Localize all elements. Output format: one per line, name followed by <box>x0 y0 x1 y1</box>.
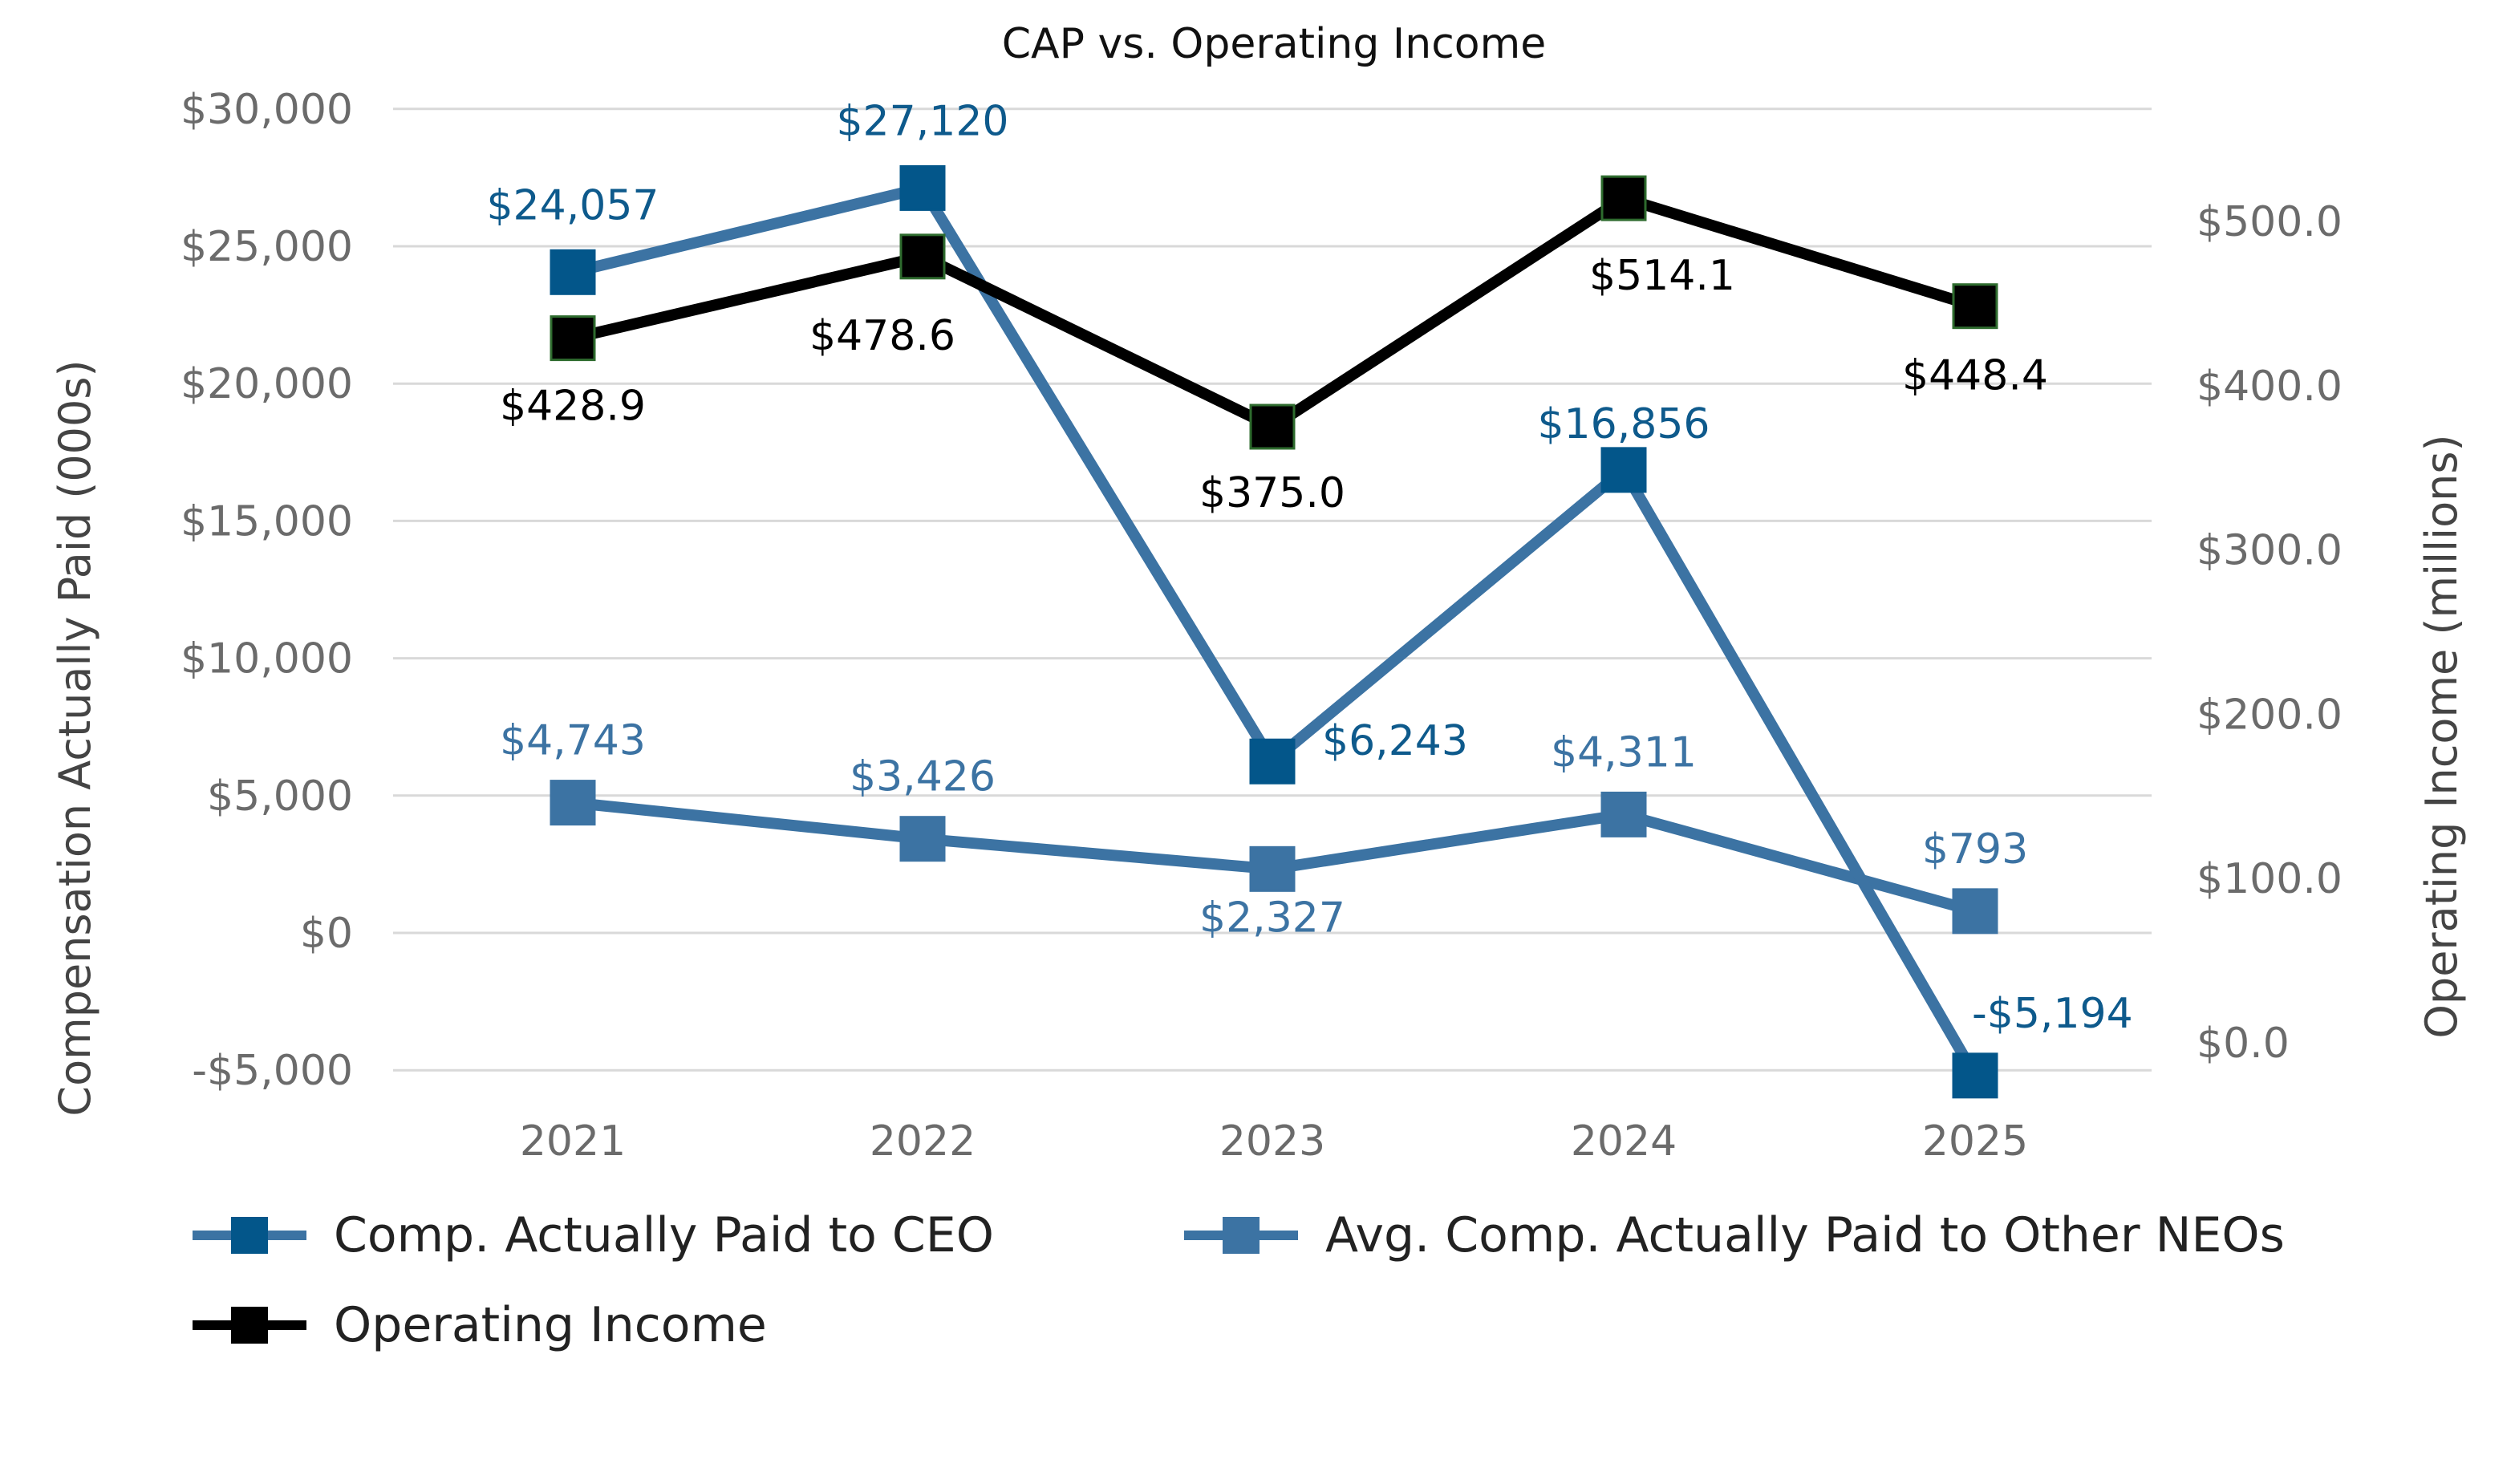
left-tick-label: -$5,000 <box>192 1047 353 1095</box>
left-tick-label: $20,000 <box>181 360 353 408</box>
right-tick-label: $300.0 <box>2197 527 2343 575</box>
left-tick-label: $25,000 <box>181 223 353 271</box>
data-label-other-neos: $793 <box>1922 825 2028 874</box>
data-label-ceo: $27,120 <box>836 97 1008 145</box>
right-tick-label: $400.0 <box>2197 363 2343 411</box>
legend-label-ceo: Comp. Actually Paid to CEO <box>334 1207 994 1263</box>
legend-item-ceo[interactable]: Comp. Actually Paid to CEO <box>193 1207 994 1263</box>
data-label-operating-income: $448.4 <box>1902 352 2048 400</box>
x-tick-label: 2025 <box>1922 1117 2028 1166</box>
series-layer <box>550 164 1998 1099</box>
data-label-other-neos: $4,743 <box>500 717 646 765</box>
data-label-ceo: $6,243 <box>1322 717 1468 765</box>
data-labels-layer: $4,743 $3,426 $2,327 $4,311 $793 $24,057 $27,1… <box>486 97 2132 1037</box>
data-label-operating-income: $478.6 <box>809 312 955 360</box>
left-tick-label: $10,000 <box>181 635 353 683</box>
data-label-ceo: $16,856 <box>1537 400 1710 448</box>
x-tick-label: 2022 <box>870 1117 976 1166</box>
marker-other-neos[interactable] <box>1600 791 1647 837</box>
right-tick-label: $200.0 <box>2197 691 2343 739</box>
left-axis-title: Compensation Actually Paid (000s) <box>50 359 100 1116</box>
marker-other-neos[interactable] <box>899 816 946 862</box>
data-label-operating-income: $428.9 <box>500 383 646 431</box>
marker-ceo[interactable] <box>1600 447 1647 493</box>
legend-label-operating-income: Operating Income <box>334 1297 767 1353</box>
legend-swatch-marker <box>231 1217 268 1254</box>
x-tick-label: 2023 <box>1219 1117 1325 1166</box>
left-tick-label: $0 <box>300 910 353 958</box>
data-label-other-neos: $4,311 <box>1551 728 1697 776</box>
x-tick-label: 2021 <box>520 1117 626 1166</box>
marker-ceo[interactable] <box>1952 1052 1998 1099</box>
series-ceo <box>550 164 1998 1099</box>
data-label-other-neos: $2,327 <box>1199 894 1345 942</box>
series-line-ceo <box>571 182 1981 1079</box>
legend: Comp. Actually Paid to CEO Avg. Comp. Ac… <box>193 1207 2285 1353</box>
data-label-other-neos: $3,426 <box>850 753 996 801</box>
data-label-operating-income: $514.1 <box>1589 252 1735 300</box>
data-label-ceo: $24,057 <box>486 181 659 229</box>
right-axis-title: Operating Income (millions) <box>2416 434 2467 1038</box>
marker-other-neos[interactable] <box>1952 888 1998 935</box>
marker-other-neos[interactable] <box>550 780 596 826</box>
marker-ceo[interactable] <box>550 249 596 295</box>
left-axis-ticks: $30,000 $25,000 $20,000 $15,000 $10,000 $5,00… <box>181 86 353 1095</box>
series-other-neos <box>550 780 1998 935</box>
left-tick-label: $30,000 <box>181 86 353 134</box>
marker-operating-income[interactable] <box>1249 403 1296 450</box>
data-label-operating-income: $375.0 <box>1199 469 1345 517</box>
x-axis-ticks: 2021 2022 2023 2024 2025 <box>520 1117 2028 1166</box>
marker-operating-income[interactable] <box>1952 283 1998 330</box>
marker-other-neos[interactable] <box>1249 845 1296 892</box>
marker-operating-income[interactable] <box>1600 175 1647 221</box>
marker-ceo[interactable] <box>1249 738 1296 785</box>
marker-ceo[interactable] <box>899 164 946 211</box>
data-label-ceo: -$5,194 <box>1972 990 2133 1038</box>
series-operating-income <box>550 175 1998 450</box>
left-tick-label: $15,000 <box>181 497 353 545</box>
left-tick-label: $5,000 <box>207 772 353 821</box>
legend-item-operating-income[interactable]: Operating Income <box>193 1297 767 1353</box>
x-tick-label: 2024 <box>1571 1117 1677 1166</box>
right-tick-label: $500.0 <box>2197 198 2343 246</box>
right-axis-ticks: $500.0 $400.0 $300.0 $200.0 $100.0 $0.0 <box>2197 198 2343 1068</box>
right-tick-label: $0.0 <box>2197 1020 2290 1068</box>
legend-label-other-neos: Avg. Comp. Actually Paid to Other NEOs <box>1325 1207 2285 1263</box>
right-tick-label: $100.0 <box>2197 855 2343 903</box>
chart-title: CAP vs. Operating Income <box>1002 20 1547 68</box>
legend-swatch-marker <box>231 1307 268 1344</box>
legend-item-other-neos[interactable]: Avg. Comp. Actually Paid to Other NEOs <box>1184 1207 2285 1263</box>
series-line-operating-income <box>571 193 1978 432</box>
legend-swatch-marker <box>1223 1217 1260 1254</box>
marker-operating-income[interactable] <box>899 233 946 280</box>
marker-operating-income[interactable] <box>550 315 596 362</box>
